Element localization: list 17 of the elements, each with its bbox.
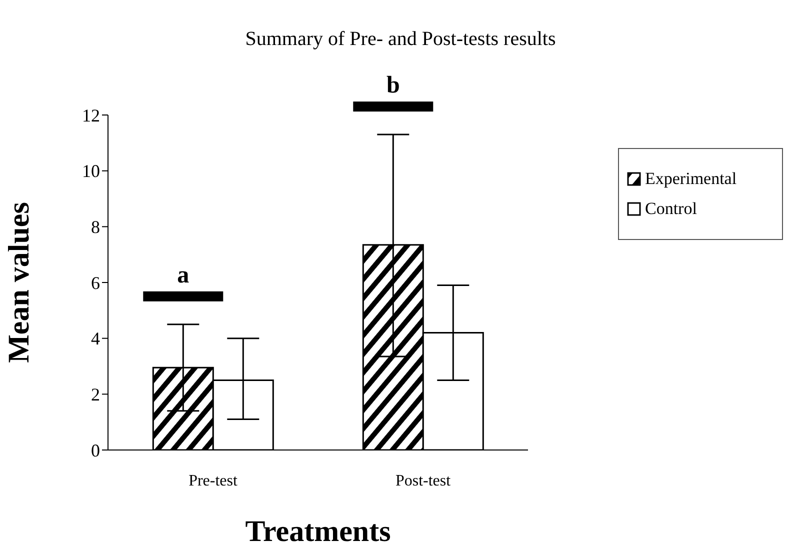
y-tick-label: 12 bbox=[82, 105, 100, 126]
y-tick-label: 6 bbox=[91, 272, 100, 293]
y-axis-title: Mean values bbox=[2, 202, 36, 363]
significance-bracket: a bbox=[143, 262, 224, 302]
x-tick-label: Pre-test bbox=[188, 472, 238, 490]
y-tick-label: 8 bbox=[91, 217, 100, 238]
y-tick-label: 2 bbox=[91, 384, 100, 405]
x-tick-label: Post-test bbox=[395, 472, 452, 490]
annotation: a bbox=[177, 262, 190, 288]
y-tick-label: 10 bbox=[82, 161, 100, 182]
significance-bracket: b bbox=[353, 72, 434, 112]
legend-label: Experimental bbox=[645, 169, 737, 189]
x-axis-title: Treatments bbox=[245, 515, 391, 548]
y-tick-label: 4 bbox=[91, 328, 100, 349]
y-tick-label: 0 bbox=[91, 440, 100, 460]
legend-label: Control bbox=[645, 199, 697, 219]
chart-title: Summary of Pre- and Post-tests results bbox=[244, 28, 557, 51]
